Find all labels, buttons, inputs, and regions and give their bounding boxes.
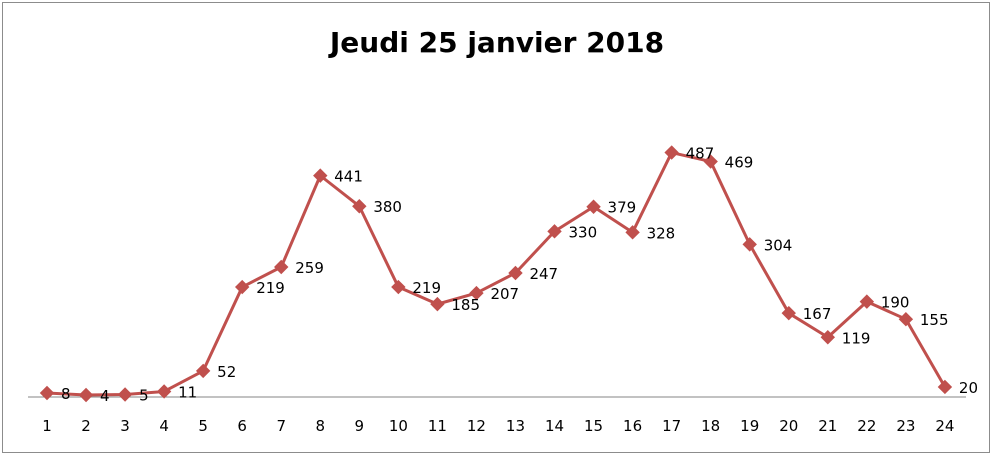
x-tick-label: 7 <box>276 417 286 435</box>
data-point-marker <box>781 305 796 321</box>
x-tick-label: 15 <box>584 417 603 435</box>
data-point-marker <box>117 387 133 402</box>
data-point-marker <box>859 294 875 309</box>
data-label: 247 <box>529 265 558 283</box>
x-tick-label: 11 <box>428 417 447 435</box>
data-point-marker <box>898 311 914 327</box>
x-tick-label: 17 <box>662 417 681 435</box>
data-point-marker <box>274 259 289 275</box>
data-label: 304 <box>764 236 793 254</box>
data-point-marker <box>156 384 172 399</box>
data-label: 441 <box>334 168 363 186</box>
x-tick-label: 21 <box>818 417 837 435</box>
data-label: 11 <box>178 383 197 401</box>
x-tick-label: 2 <box>81 417 91 435</box>
data-point-marker <box>39 385 55 401</box>
data-point-marker <box>664 145 679 160</box>
x-tick-label: 10 <box>389 417 408 435</box>
data-label: 8 <box>61 385 71 403</box>
data-point-marker <box>703 154 718 169</box>
data-point-marker <box>195 363 211 379</box>
x-tick-label: 14 <box>545 417 564 435</box>
data-point-marker <box>352 199 367 214</box>
data-point-marker <box>234 279 250 295</box>
data-label: 330 <box>569 223 598 241</box>
x-tick-label: 19 <box>740 417 759 435</box>
data-point-marker <box>78 387 94 403</box>
data-label: 469 <box>725 154 754 172</box>
data-label: 119 <box>842 329 871 347</box>
data-point-marker <box>430 296 445 312</box>
data-label: 487 <box>686 145 715 163</box>
data-label: 207 <box>490 285 519 303</box>
data-label: 259 <box>295 259 324 277</box>
data-point-marker <box>508 265 523 281</box>
data-label: 380 <box>373 198 402 216</box>
data-label: 219 <box>412 279 441 297</box>
data-label: 52 <box>217 363 236 381</box>
x-tick-label: 18 <box>701 417 720 435</box>
data-point-marker <box>391 279 406 295</box>
data-point-marker <box>742 237 757 252</box>
data-label: 20 <box>959 379 978 397</box>
x-tick-label: 23 <box>896 417 915 435</box>
data-label: 167 <box>803 305 832 323</box>
data-label: 219 <box>256 279 285 297</box>
data-label: 190 <box>881 294 910 312</box>
x-tick-label: 5 <box>198 417 208 435</box>
x-tick-label: 24 <box>935 417 954 435</box>
data-point-marker <box>937 379 953 395</box>
x-tick-label: 12 <box>467 417 486 435</box>
data-point-marker <box>820 330 836 345</box>
data-point-marker <box>625 225 640 240</box>
data-point-marker <box>469 285 484 301</box>
x-tick-label: 1 <box>42 417 52 435</box>
data-label: 4 <box>100 387 110 405</box>
data-point-marker <box>586 199 601 214</box>
x-tick-label: 13 <box>506 417 525 435</box>
chart-title: Jeudi 25 janvier 2018 <box>329 26 665 59</box>
x-tick-label: 16 <box>623 417 642 435</box>
data-label: 155 <box>920 311 949 329</box>
x-tick-label: 9 <box>355 417 365 435</box>
series-line <box>46 151 947 397</box>
data-point-marker <box>547 224 562 239</box>
x-tick-label: 20 <box>779 417 798 435</box>
x-tick-label: 22 <box>857 417 876 435</box>
x-tick-label: 8 <box>316 417 326 435</box>
data-point-marker <box>313 168 328 183</box>
x-tick-label: 3 <box>120 417 130 435</box>
data-label: 5 <box>139 386 149 404</box>
data-label: 379 <box>608 199 637 217</box>
x-tick-label: 6 <box>237 417 247 435</box>
x-tick-label: 4 <box>159 417 169 435</box>
data-label: 185 <box>451 296 480 314</box>
data-label: 328 <box>647 224 676 242</box>
